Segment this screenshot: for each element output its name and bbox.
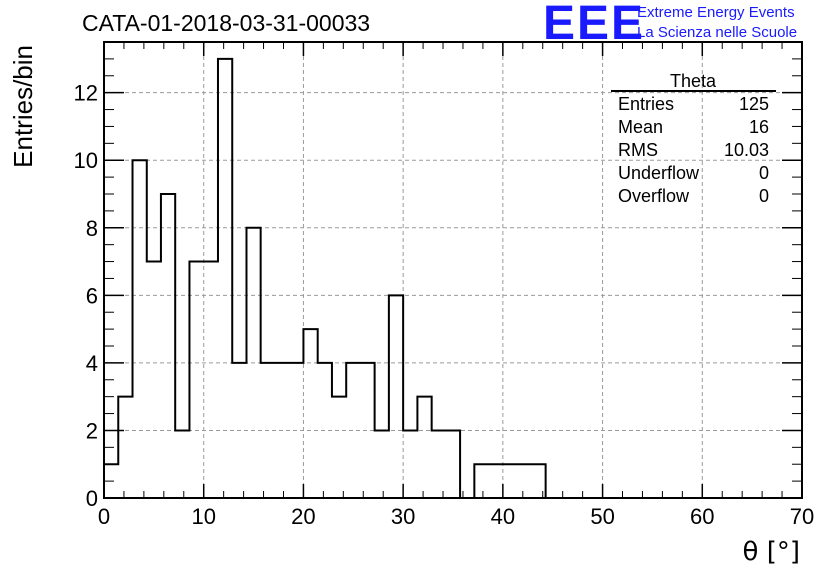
plot-frame (103, 41, 803, 499)
logo-caption-line2: La Scienza nelle Scuole (637, 24, 798, 41)
x-axis-title: θ [°] (743, 537, 800, 567)
stats-row-label: Mean (618, 117, 663, 137)
y-tick-label: 6 (86, 283, 98, 308)
x-tick-label: 70 (790, 504, 814, 529)
y-tick-labels: 0 2 4 6 8 10 12 (74, 81, 98, 511)
stats-box-title: Theta (670, 71, 717, 91)
y-tick-label: 12 (74, 81, 98, 106)
stats-row-value: 0 (759, 163, 769, 183)
histogram-series (103, 57, 547, 498)
x-tick-label: 40 (491, 504, 515, 529)
x-tick-label: 0 (98, 504, 110, 529)
x-tick-labels: 0 10 20 30 40 50 60 70 (98, 504, 814, 529)
plot-title: CATA-01-2018-03-31-00033 (82, 10, 371, 36)
stats-row-value: 0 (759, 186, 769, 206)
stats-row-label: RMS (618, 140, 658, 160)
stats-row-value: 10.03 (724, 140, 769, 160)
stats-row-value: 16 (749, 117, 769, 137)
axis-ticks (103, 41, 803, 499)
stats-row-label: Entries (618, 94, 674, 114)
x-tick-label: 30 (391, 504, 415, 529)
y-tick-label: 10 (74, 148, 98, 173)
x-tick-label: 60 (690, 504, 714, 529)
y-tick-label: 4 (86, 351, 98, 376)
x-tick-label: 20 (291, 504, 315, 529)
stats-row-label: Overflow (618, 186, 690, 206)
x-tick-label: 10 (191, 504, 215, 529)
stats-row-label: Underflow (618, 163, 700, 183)
stats-row-value: 125 (739, 94, 769, 114)
stats-box: Theta Entries 125 Mean 16 RMS 10.03 Underflow 0… (611, 71, 776, 206)
x-tick-label: 50 (590, 504, 614, 529)
y-tick-label: 0 (86, 486, 98, 511)
stats-box-rows: Entries 125 Mean 16 RMS 10.03 Underflow 0 Overfl… (618, 94, 769, 206)
y-tick-label: 2 (86, 418, 98, 443)
eee-logo: EEE (543, 0, 646, 50)
y-tick-label: 8 (86, 216, 98, 241)
logo-caption-line1: Extreme Energy Events (637, 4, 795, 21)
y-axis-title: Entries/bin (8, 45, 38, 168)
